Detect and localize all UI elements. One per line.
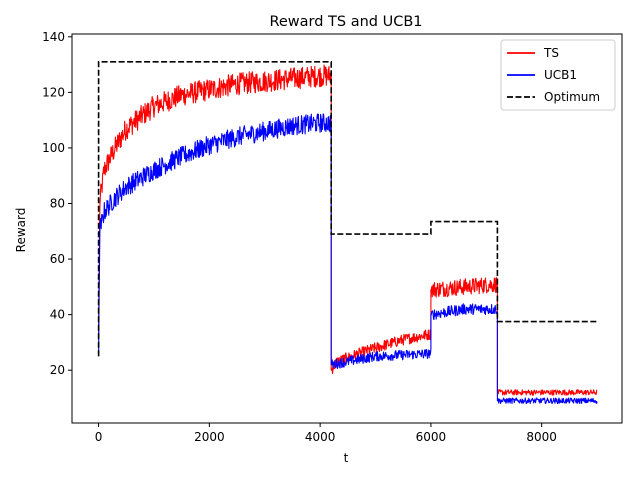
y-tick-label: 60: [50, 252, 65, 266]
legend-box: [500, 39, 616, 111]
series-line-ucb1: [98, 113, 598, 405]
series-line-optimum: [97, 61, 598, 357]
x-tick-label: 0: [95, 430, 103, 444]
legend-label-ucb1: UCB1: [544, 68, 577, 82]
x-tick-label: 8000: [526, 430, 557, 444]
y-tick-label: 120: [42, 85, 65, 99]
legend-label-ts: TS: [543, 46, 559, 60]
x-tick-label: 4000: [305, 430, 336, 444]
legend-label-optimum: Optimum: [544, 90, 600, 104]
chart-title: Reward TS and UCB1: [269, 14, 422, 30]
y-tick-label: 100: [42, 141, 65, 155]
legend: TS UCB1 Optimum: [500, 39, 616, 111]
x-axis-label: t: [344, 451, 349, 465]
y-tick-label: 80: [50, 196, 65, 210]
y-axis-label: Reward: [14, 208, 28, 253]
plot-frame: [71, 33, 623, 424]
x-tick-label: 2000: [194, 430, 225, 444]
x-tick-label: 6000: [416, 430, 447, 444]
y-tick-label: 40: [50, 308, 65, 322]
series-layer: [97, 61, 598, 405]
y-tick-label: 20: [50, 363, 65, 377]
axes: 0 2000 4000 6000 8000 20 40 60 80 100 120 140: [42, 30, 623, 444]
y-tick-label: 140: [42, 30, 65, 44]
